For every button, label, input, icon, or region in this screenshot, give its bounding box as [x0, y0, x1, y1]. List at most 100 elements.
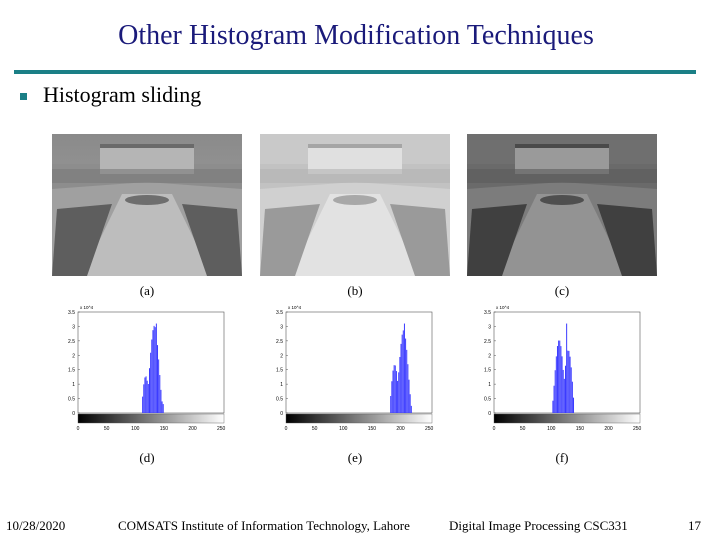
histogram-bar: [402, 330, 404, 413]
y-tick-label: 0.5: [276, 397, 283, 403]
x-tick-label: 100: [547, 426, 556, 432]
histogram-bar: [143, 384, 145, 413]
histogram-bar: [146, 380, 148, 413]
intensity-gradient-bar: [77, 413, 225, 424]
histogram-chart-d: 0 0.5 1 1.5 2 2.5 3 3.5 x 10^4 0 50 100 150 200 250: [68, 305, 226, 432]
x-tick-label: 150: [368, 426, 377, 432]
histogram-bar: [155, 323, 157, 413]
x-tick-label: 50: [104, 426, 110, 432]
caption-b: (b): [347, 283, 363, 298]
y-tick-label: 3.5: [68, 310, 75, 316]
histogram-bar: [555, 356, 557, 413]
y-axis-multiplier: x 10^4: [80, 305, 94, 310]
histogram-chart-e: 0 0.5 1 1.5 2 2.5 3 3.5 x 10^4 0 50 100 150 200 250: [276, 305, 434, 432]
intensity-gradient-bar: [493, 413, 641, 424]
y-tick-label: 1: [488, 382, 491, 388]
y-tick-label: 1: [72, 382, 75, 388]
x-tick-label: 150: [576, 426, 585, 432]
histogram-bar: [556, 346, 558, 413]
histogram-bar: [394, 365, 396, 413]
photo-b: [260, 134, 450, 276]
histogram-bar: [400, 343, 402, 413]
y-tick-label: 3: [488, 324, 491, 330]
x-tick-label: 250: [425, 426, 434, 432]
histogram-bar: [397, 380, 399, 413]
y-axis-multiplier: x 10^4: [496, 305, 510, 310]
histogram-bar: [564, 365, 566, 413]
histogram-bar: [563, 378, 565, 413]
histogram-bar: [561, 356, 563, 413]
x-tick-label: 250: [633, 426, 642, 432]
bullet-text: Histogram sliding: [43, 82, 202, 107]
histogram-bar: [410, 405, 412, 413]
histogram-bar: [391, 381, 393, 413]
histogram-f: 0 0.5 1 1.5 2 2.5 3 3.5 x 10^4 0 50 100 150 200 250: [472, 300, 644, 442]
histogram-bar: [562, 369, 564, 413]
y-axis-multiplier: x 10^4: [288, 305, 302, 310]
histogram-bar: [559, 340, 561, 413]
histogram-bar: [159, 375, 161, 413]
histogram-bar: [553, 385, 555, 413]
x-tick-label: 0: [285, 426, 288, 432]
y-tick-label: 1.5: [276, 368, 283, 374]
y-tick-label: 0.5: [68, 397, 75, 403]
histogram-bar: [148, 368, 150, 413]
histogram-bar: [395, 371, 397, 413]
histogram-bar: [399, 356, 401, 413]
histogram-bar: [571, 381, 573, 413]
x-tick-label: 0: [77, 426, 80, 432]
photo-a: [52, 134, 242, 276]
y-tick-label: 2.5: [484, 339, 491, 345]
y-tick-label: 0: [72, 411, 75, 417]
x-tick-label: 200: [396, 426, 405, 432]
y-tick-label: 0: [280, 411, 283, 417]
garden-photo-darker: [467, 134, 657, 276]
y-tick-label: 2.5: [68, 339, 75, 345]
histogram-bar: [147, 384, 149, 413]
y-tick-label: 2: [280, 353, 283, 359]
histogram-bar: [145, 376, 147, 413]
x-tick-label: 0: [493, 426, 496, 432]
footer-institute: COMSATS Institute of Information Technol…: [118, 518, 410, 533]
histogram-chart-f: 0 0.5 1 1.5 2 2.5 3 3.5 x 10^4 0 50 100 150 200 250: [484, 305, 642, 432]
x-tick-label: 150: [160, 426, 169, 432]
histogram-bar: [161, 401, 163, 413]
histogram-bar: [401, 334, 403, 413]
histogram-bar: [405, 338, 407, 413]
footer-course: Digital Image Processing CSC331: [449, 518, 628, 533]
histogram-bar: [150, 352, 152, 413]
caption-c: (c): [554, 283, 570, 298]
histogram-bar: [554, 370, 556, 413]
histogram-bar: [144, 377, 146, 413]
caption-d: (d): [139, 450, 155, 465]
histogram-bar: [567, 350, 569, 413]
garden-photo-normal: [52, 134, 242, 276]
photo-c: [467, 134, 657, 276]
histogram-bar: [570, 367, 572, 413]
caption-e: (e): [347, 450, 363, 465]
histogram-bar: [403, 323, 405, 413]
y-tick-label: 3.5: [484, 310, 491, 316]
histogram-bar: [406, 349, 408, 413]
y-tick-label: 2: [72, 353, 75, 359]
histogram-bar: [558, 340, 560, 413]
bullet-item: Histogram sliding: [20, 82, 201, 108]
histogram-bar: [552, 400, 554, 413]
histogram-bar: [160, 389, 162, 413]
square-bullet-icon: [20, 92, 27, 100]
x-tick-label: 50: [520, 426, 526, 432]
footer-date: 10/28/2020: [6, 518, 66, 533]
y-tick-label: 1: [280, 382, 283, 388]
histogram-bar: [142, 396, 144, 413]
y-tick-label: 0: [488, 411, 491, 417]
y-tick-label: 1.5: [68, 368, 75, 374]
histogram-bar: [157, 345, 159, 413]
intensity-gradient-bar: [285, 413, 433, 424]
histogram-bar: [154, 327, 156, 413]
histogram-bar: [392, 370, 394, 413]
histogram-bar: [158, 359, 160, 413]
histogram-bar: [407, 364, 409, 413]
y-tick-label: 3: [280, 324, 283, 330]
x-tick-label: 250: [217, 426, 226, 432]
x-tick-label: 200: [604, 426, 613, 432]
